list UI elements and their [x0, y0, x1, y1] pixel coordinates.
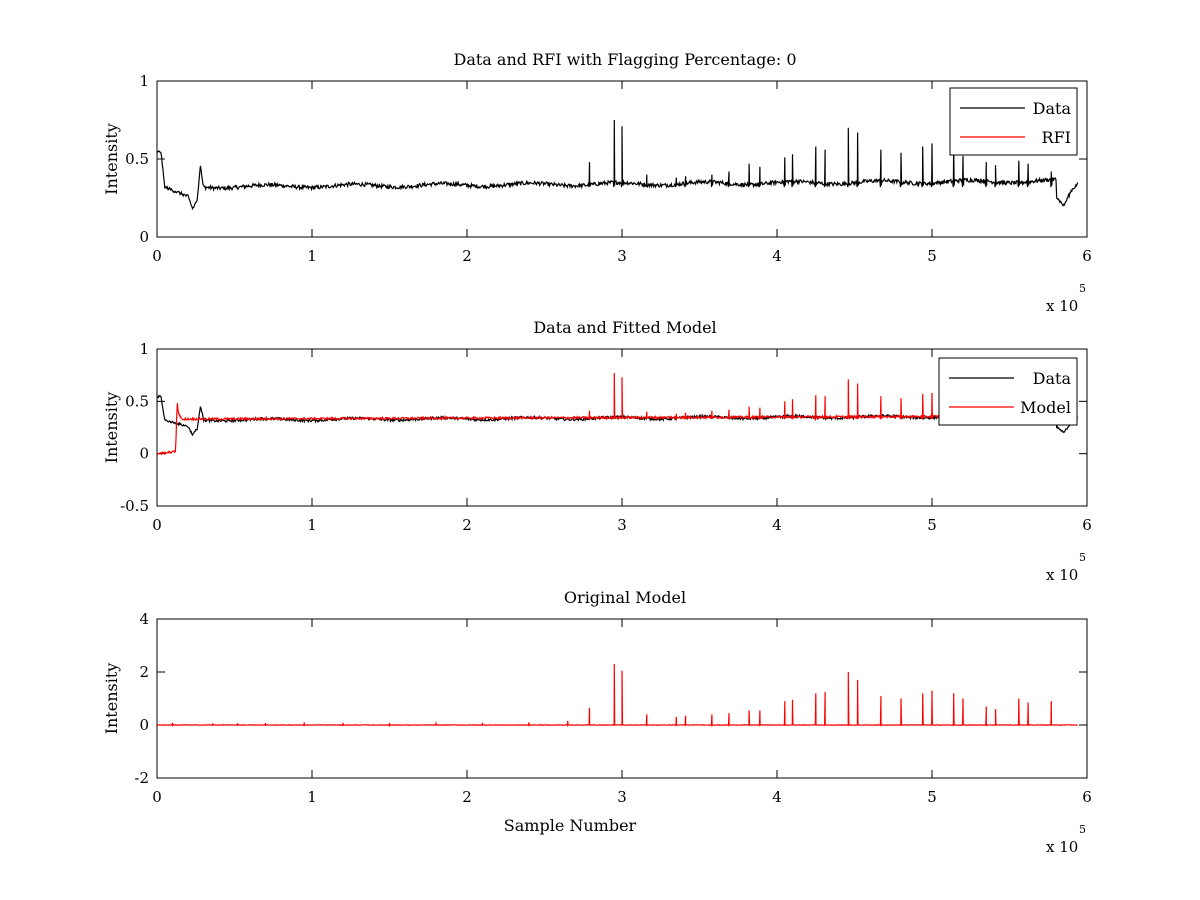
legend: Data Model	[938, 357, 1078, 426]
x-tick-label: 2	[462, 247, 472, 265]
chart-title: Data and RFI with Flagging Percentage: 0	[453, 50, 796, 69]
x-tick-label: 4	[772, 516, 782, 534]
x-tick-label: 3	[617, 247, 627, 265]
series-line-data	[157, 119, 1079, 211]
x-axis-label: Sample Number	[504, 816, 637, 835]
y-tick-label: 2	[139, 663, 149, 681]
plot-area	[157, 663, 1078, 728]
chart-title: Original Model	[564, 588, 686, 607]
plot-area	[157, 373, 1079, 456]
y-tick-label: 4	[139, 610, 149, 628]
x-exponent-power: 5	[1079, 282, 1086, 295]
x-tick-label: 4	[772, 247, 782, 265]
plot-area	[157, 119, 1079, 211]
x-exponent-power: 5	[1079, 551, 1086, 564]
y-tick-label: 0.5	[125, 392, 149, 410]
y-tick-label: -0.5	[120, 497, 149, 515]
legend: Data RFI	[949, 87, 1078, 156]
legend-box	[949, 87, 1078, 156]
y-tick-label: 0	[139, 228, 149, 246]
y-axis-label: Intensity	[102, 123, 121, 195]
x-tick-label: 2	[462, 516, 472, 534]
y-axis-label: Intensity	[102, 392, 121, 464]
x-tick-label: 5	[927, 788, 937, 806]
x-tick-label: 5	[927, 516, 937, 534]
legend-entry: Data	[1033, 369, 1072, 388]
y-tick-label: 0.5	[125, 150, 149, 168]
x-tick-label: 0	[152, 247, 162, 265]
x-exponent-label: x 10	[1046, 297, 1078, 315]
x-tick-label: 2	[462, 788, 472, 806]
x-tick-label: 6	[1082, 247, 1092, 265]
x-tick-label: 4	[772, 788, 782, 806]
x-tick-label: 1	[307, 788, 317, 806]
y-axis-label: Intensity	[102, 663, 121, 735]
x-tick-label: 5	[927, 247, 937, 265]
legend-entry: Data	[1033, 99, 1072, 118]
series-line-model	[157, 373, 1079, 456]
x-tick-label: 6	[1082, 788, 1092, 806]
y-tick-label: 0	[139, 716, 149, 734]
legend-box	[938, 357, 1078, 426]
x-tick-label: 6	[1082, 516, 1092, 534]
legend-entry: Model	[1020, 398, 1071, 417]
y-tick-label: 1	[139, 340, 149, 358]
y-tick-label: -2	[134, 769, 149, 787]
y-tick-label: 1	[139, 72, 149, 90]
x-tick-label: 3	[617, 788, 627, 806]
axes-box	[156, 348, 1088, 507]
chart-title: Data and Fitted Model	[533, 318, 716, 337]
series-line-model	[157, 663, 1078, 728]
x-exponent-power: 5	[1079, 823, 1086, 836]
y-tick-label: 0	[139, 445, 149, 463]
x-tick-label: 0	[152, 516, 162, 534]
x-exponent-label: x 10	[1046, 566, 1078, 584]
x-tick-label: 1	[307, 247, 317, 265]
x-tick-label: 1	[307, 516, 317, 534]
x-exponent-label: x 10	[1046, 838, 1078, 856]
x-tick-label: 3	[617, 516, 627, 534]
legend-entry: RFI	[1042, 128, 1071, 147]
x-tick-label: 0	[152, 788, 162, 806]
